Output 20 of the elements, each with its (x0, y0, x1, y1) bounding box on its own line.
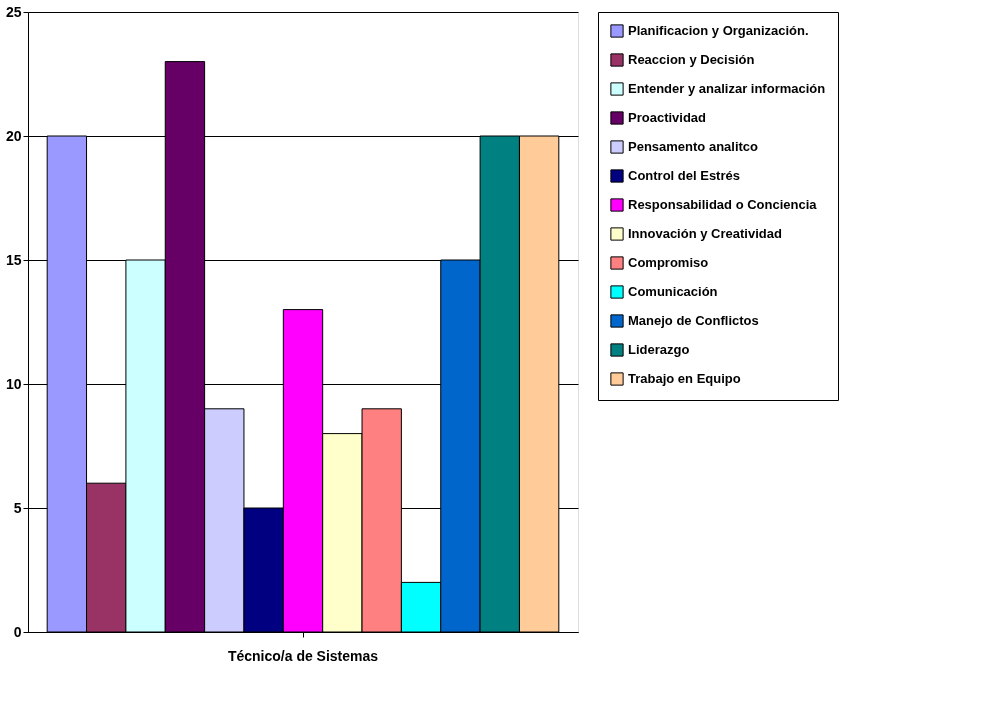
legend-label: Comunicación (628, 284, 718, 299)
legend-label: Manejo de Conflictos (628, 313, 759, 328)
y-tick-label: 20 (5, 127, 22, 144)
legend-label: Compromiso (628, 255, 709, 270)
legend-label: Entender y analizar información (628, 81, 826, 96)
y-tick-label: 10 (5, 375, 22, 392)
legend-label: Responsabilidad o Conciencia (628, 197, 818, 212)
y-tick-label: 0 (13, 623, 22, 640)
y-tick-label: 25 (5, 3, 22, 20)
legend-label: Innovación y Creatividad (628, 226, 782, 241)
legend-label: Proactividad (628, 110, 707, 125)
legend-label: Reaccion y Decisión (628, 52, 755, 67)
y-tick-label: 5 (13, 499, 22, 516)
legend-label: Trabajo en Equipo (628, 371, 741, 386)
legend-label: Control del Estrés (628, 168, 740, 183)
x-tick-label: Técnico/a de Sistemas (227, 647, 379, 664)
legend-label: Liderazgo (628, 342, 690, 357)
legend-label: Pensamento analitco (628, 139, 759, 154)
y-tick-label: 15 (5, 251, 22, 268)
legend-label: Planificacion y Organización. (628, 23, 809, 38)
